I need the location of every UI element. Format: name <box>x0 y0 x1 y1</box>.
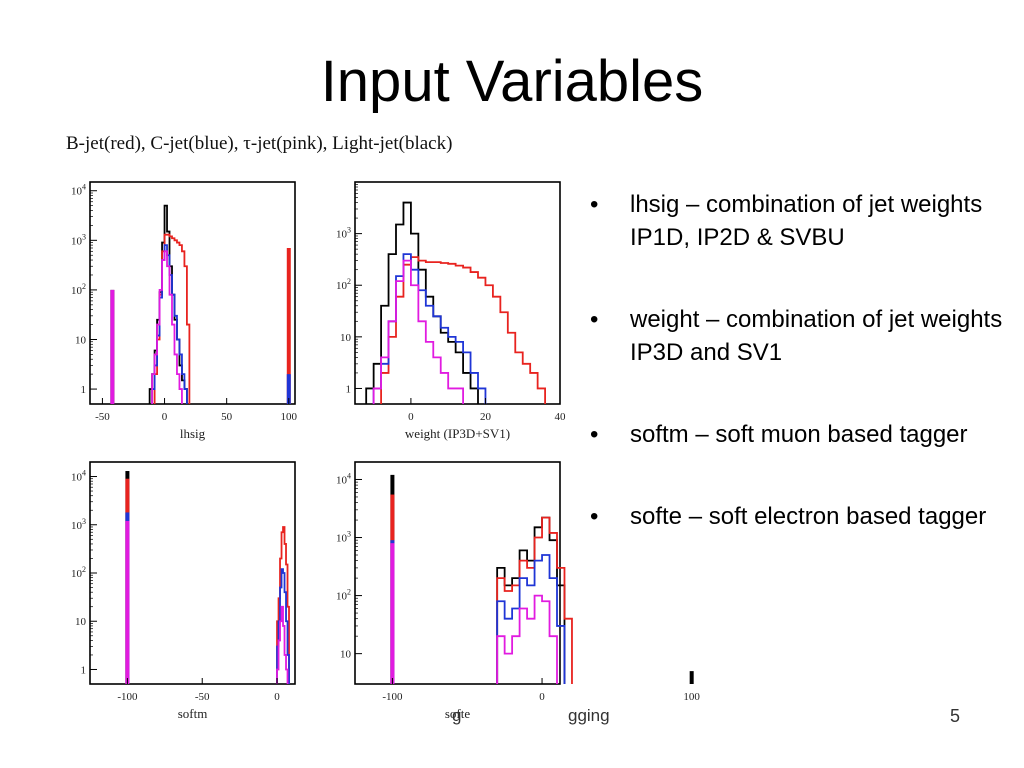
y-tick-label: 1 <box>81 664 87 676</box>
x-axis-label: lhsig <box>180 426 206 441</box>
x-axis-label: softe <box>445 706 471 721</box>
bullet-text: softe – soft electron based tagger <box>630 503 987 530</box>
bullet-dot: • <box>590 421 599 448</box>
plot-frame <box>354 461 561 685</box>
footer-fragment: gging <box>568 706 610 725</box>
b_jet-histogram-line <box>380 256 546 404</box>
x-axis-label: softm <box>178 706 208 721</box>
y-tick-label: 103 <box>336 530 351 545</box>
x-tick-label: 50 <box>221 411 233 423</box>
x-tick-label: 0 <box>274 691 280 703</box>
b_jet-histogram-line <box>496 516 573 684</box>
y-tick-label: 10 <box>75 334 87 346</box>
y-tick-label: 1 <box>346 383 352 395</box>
x-tick-label: 100 <box>281 411 298 423</box>
b_jet-histogram-line <box>276 526 290 684</box>
x-tick-label: -50 <box>195 691 210 703</box>
bullet-softm: • softm – soft muon based tagger <box>590 418 1010 451</box>
y-tick-label: 104 <box>71 469 86 484</box>
light_jet-histogram-line <box>496 516 566 684</box>
y-tick-label: 10 <box>75 616 87 628</box>
histogram-legend-caption: B-jet(red), C-jet(blue), τ-jet(pink), Li… <box>66 133 453 154</box>
light_jet-histogram-line <box>365 201 479 404</box>
page-number: 5 <box>950 706 961 726</box>
bullet-weight: • weight – combination of jet weights IP3… <box>590 303 1010 369</box>
bullet-softe: • softe – soft electron based tagger <box>590 500 1010 533</box>
y-tick-label: 104 <box>71 183 86 198</box>
tau_jet-spike-bar <box>390 543 395 684</box>
footer-fragment-left: g <box>452 706 462 725</box>
x-tick-label: -100 <box>382 691 403 703</box>
bullet-lhsig: • lhsig – combination of jet weights IP1D… <box>590 188 1010 254</box>
tau_jet-spike-bar <box>110 289 115 404</box>
x-tick-label: 100 <box>683 691 700 703</box>
y-tick-label: 102 <box>71 565 86 580</box>
tau_jet-histogram-line <box>496 594 558 684</box>
bullet-dot: • <box>590 191 599 218</box>
bullet-text: softm – soft muon based tagger <box>630 421 968 448</box>
softm-histogram: -100 -50 0 1 10 102 103 104 softm <box>71 461 296 721</box>
tau_jet-histogram-line <box>372 259 464 404</box>
softe-histogram: -100 0 100 10 102 103 104 softe <box>336 461 700 721</box>
y-tick-label: 102 <box>336 277 351 292</box>
slide-title: Input Variables <box>320 49 704 114</box>
bullet-dot: • <box>590 503 599 530</box>
plot-frame <box>89 181 296 405</box>
y-tick-label: 10 <box>340 332 352 344</box>
y-tick-label: 103 <box>336 226 351 241</box>
y-tick-label: 1 <box>81 384 87 396</box>
lhsig-histogram: -50 0 50 100 1 10 102 103 104 lhsig <box>71 181 298 441</box>
x-tick-label: 20 <box>480 411 492 423</box>
x-axis-label: weight (IP3D+SV1) <box>405 426 510 441</box>
bullet-dot: • <box>590 306 599 333</box>
tau_jet-histogram-line <box>151 250 183 404</box>
b_jet-spike-bar <box>286 247 291 404</box>
bullet-text: weight – combination of jet weights IP3D… <box>630 306 1003 366</box>
x-tick-label: -50 <box>95 411 110 423</box>
y-tick-label: 103 <box>71 232 86 247</box>
x-tick-label: 0 <box>539 691 545 703</box>
x-tick-label: -100 <box>117 691 138 703</box>
x-tick-label: 0 <box>162 411 168 423</box>
y-tick-label: 102 <box>336 588 351 603</box>
plot-frame <box>89 461 296 685</box>
light_jet-spike-bar <box>689 671 694 684</box>
x-tick-label: 0 <box>408 411 414 423</box>
tau_jet-histogram-line <box>276 605 289 684</box>
bullet-text: lhsig – combination of jet weights IP1D,… <box>630 191 983 251</box>
tau_jet-spike-bar <box>125 520 130 684</box>
c_jet-histogram-line <box>496 554 566 684</box>
y-tick-label: 102 <box>71 282 86 297</box>
c_jet-spike-bar <box>286 374 291 404</box>
c_jet-histogram-line <box>276 568 290 684</box>
bullet-list: • lhsig – combination of jet weights IP1D… <box>590 188 1010 582</box>
y-tick-label: 103 <box>71 517 86 532</box>
weight-histogram: 0 20 40 1 10 102 103 weight (IP3D+SV1) <box>336 181 567 441</box>
y-tick-label: 104 <box>336 471 351 486</box>
x-tick-label: 40 <box>555 411 567 423</box>
y-tick-label: 10 <box>340 649 352 661</box>
plot-frame <box>354 181 561 405</box>
